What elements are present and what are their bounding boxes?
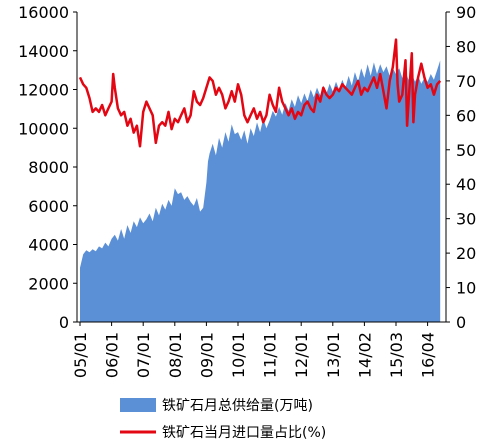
x-tick-label: 08/01: [166, 332, 185, 378]
area-series-supply: [80, 60, 441, 323]
right-tick-label: 60: [456, 106, 476, 125]
x-tick-label: 10/01: [229, 332, 248, 378]
legend-swatch-area: [120, 398, 156, 412]
left-tick-label: 2000: [28, 274, 69, 293]
x-tick-label: 13/01: [324, 332, 343, 378]
right-tick-label: 50: [456, 141, 476, 160]
right-tick-label: 90: [456, 3, 476, 22]
area-layer: [80, 60, 441, 323]
left-tick-label: 10000: [18, 119, 69, 138]
x-tick-label: 09/01: [197, 332, 216, 378]
x-tick-label: 14/02: [355, 332, 374, 378]
right-tick-label: 0: [456, 313, 466, 332]
right-tick-label: 20: [456, 244, 476, 263]
left-tick-label: 8000: [28, 158, 69, 177]
line-series-import-share: [78, 38, 442, 148]
axes-layer: 0 2000 4000 6000 8000 10000 12000 14000 16000 0 10…: [18, 3, 476, 378]
right-tick-label: 10: [456, 279, 476, 298]
left-tick-label: 16000: [18, 3, 69, 22]
left-tick-label: 4000: [28, 236, 69, 255]
legend-label-area: 铁矿石月总供给量(万吨): [162, 398, 313, 414]
x-tick-label: 16/04: [419, 332, 438, 378]
left-tick-label: 6000: [28, 197, 69, 216]
x-tick-label: 07/01: [134, 332, 153, 378]
left-tick-label: 0: [59, 313, 69, 332]
line-layer: [78, 38, 442, 148]
x-tick-label: 15/03: [387, 332, 406, 378]
legend: 铁矿石月总供给量(万吨) 铁矿石当月进口量占比(%): [120, 398, 326, 441]
x-tick-label: 06/01: [103, 332, 122, 378]
right-tick-label: 30: [456, 210, 476, 229]
legend-label-line: 铁矿石当月进口量占比(%): [162, 425, 326, 441]
right-tick-label: 40: [456, 175, 476, 194]
right-tick-label: 70: [456, 72, 476, 91]
x-tick-label: 12/01: [292, 332, 311, 378]
right-tick-label: 80: [456, 37, 476, 56]
x-tick-label: 05/01: [71, 332, 90, 378]
left-tick-label: 12000: [18, 81, 69, 100]
left-tick-label: 14000: [18, 42, 69, 61]
x-tick-label: 11/01: [261, 332, 280, 378]
